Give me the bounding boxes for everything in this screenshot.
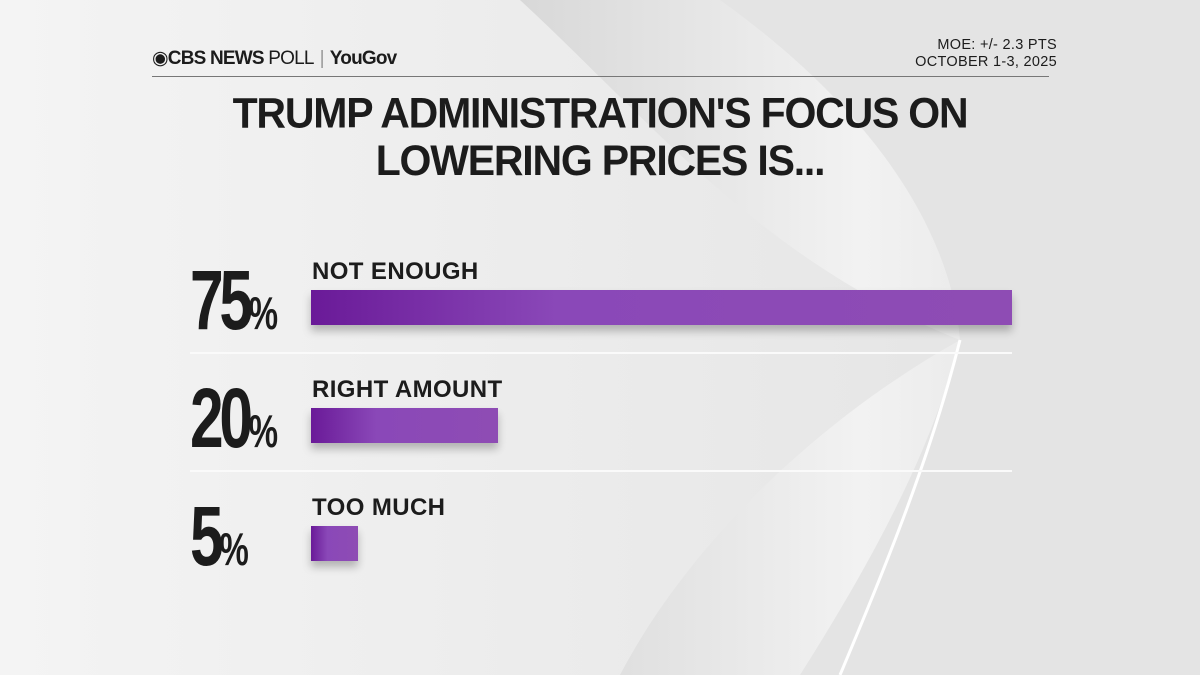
value-label: 20% (190, 376, 278, 473)
bar-too-much (311, 526, 358, 561)
title-line-1: TRUMP ADMINISTRATION'S FOCUS ON (232, 88, 969, 137)
cbs-eye-icon: ◉ (152, 48, 169, 69)
value-number: 5 (190, 489, 224, 583)
row-divider (190, 352, 1012, 354)
row-divider (190, 470, 1012, 472)
logo-poll: POLL (268, 48, 314, 69)
category-label: NOT ENOUGH (312, 258, 479, 285)
chart-title: TRUMP ADMINISTRATION'S FOCUS ON LOWERING… (0, 88, 1200, 185)
percent-sign: % (248, 405, 279, 457)
margin-of-error: MOE: +/- 2.3 PTS (937, 37, 1057, 53)
cbs-yougov-logo: ◉CBS NEWS POLL | YouGov (152, 48, 397, 69)
title-line-2: LOWERING PRICES IS... (375, 135, 826, 185)
category-label: RIGHT AMOUNT (312, 376, 503, 403)
percent-sign: % (248, 287, 279, 339)
bar-not-enough (311, 290, 1012, 325)
value-label: 75% (190, 258, 278, 355)
logo-brand: CBS NEWS (167, 48, 265, 69)
header-divider (152, 76, 1049, 77)
value-label: 5% (190, 494, 249, 591)
value-number: 75 (190, 253, 253, 347)
value-number: 20 (190, 371, 253, 465)
poll-dates: OCTOBER 1-3, 2025 (915, 54, 1057, 70)
logo-partner: YouGov (329, 48, 397, 69)
poll-meta: MOE: +/- 2.3 PTS OCTOBER 1-3, 2025 (915, 37, 1057, 71)
percent-sign: % (219, 523, 249, 575)
category-label: TOO MUCH (312, 494, 446, 521)
bar-right-amount (311, 408, 498, 443)
